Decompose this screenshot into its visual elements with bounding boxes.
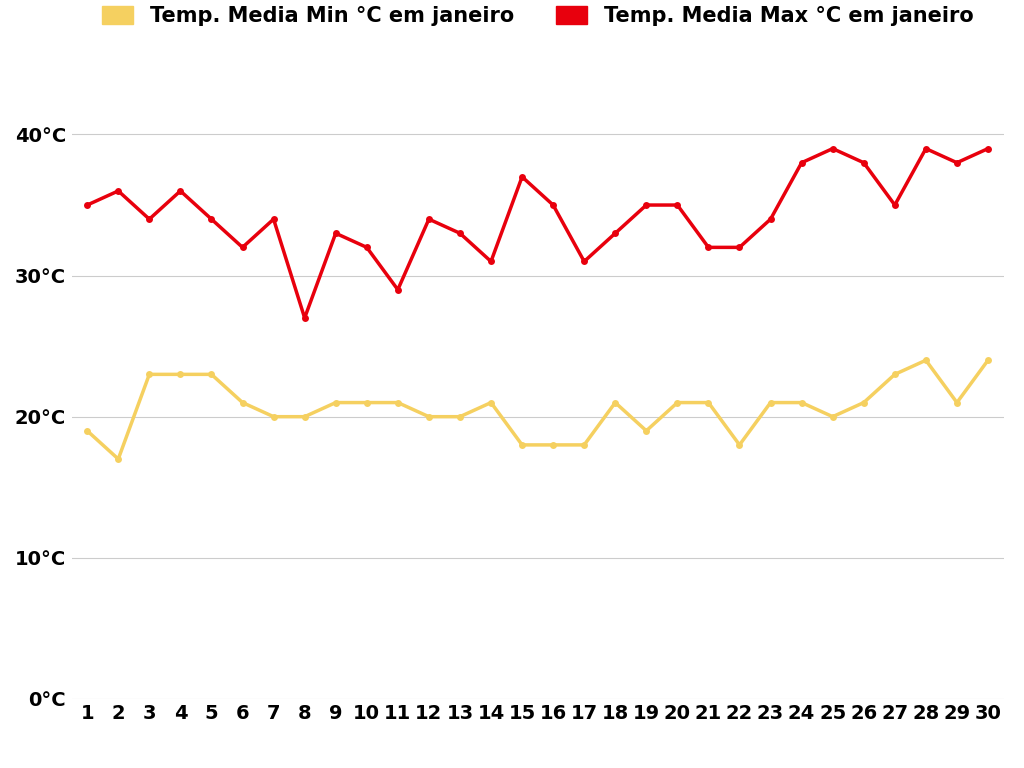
Legend: Temp. Media Min °C em janeiro, Temp. Media Max °C em janeiro: Temp. Media Min °C em janeiro, Temp. Med… — [101, 5, 974, 26]
